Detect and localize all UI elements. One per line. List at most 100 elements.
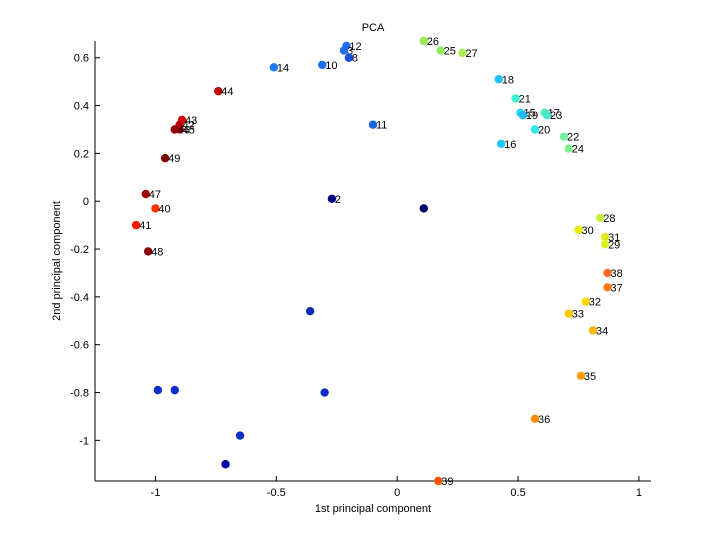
data-point (600, 232, 610, 242)
x-tick-label: -0.5 (267, 487, 286, 499)
data-point (141, 189, 150, 199)
data-point-label: 22 (567, 132, 579, 144)
data-point-label: 46 (178, 124, 190, 136)
data-point-label: 26 (427, 36, 439, 48)
data-point-label: 49 (168, 153, 180, 165)
data-point-label: 28 (603, 213, 615, 225)
data-point-label: 34 (596, 325, 608, 337)
x-tick-label: 0 (394, 487, 400, 499)
data-point-label: 11 (376, 120, 387, 132)
data-point (170, 125, 179, 134)
data-point (419, 204, 428, 213)
data-point-label: 30 (581, 225, 593, 237)
data-point-label: 45 (183, 124, 195, 136)
data-point (494, 75, 503, 84)
data-point-label: 14 (277, 62, 289, 74)
y-tick-label: 0 (83, 196, 89, 208)
data-point (419, 36, 428, 46)
data-point (564, 144, 574, 153)
data-point (214, 87, 223, 96)
data-point (574, 225, 583, 235)
data-point (511, 94, 520, 103)
data-point (603, 268, 612, 278)
data-point (368, 120, 378, 129)
data-point-label: 47 (149, 189, 161, 201)
data-point (518, 110, 528, 120)
axes: -1 -0.5 0 0.5 1 0.6 0.4 0.2 0 -0.2 -0.4 -0.6 -0.8 -1 (70, 41, 651, 499)
data-point-label: 37 (610, 282, 622, 294)
data-point-label: 20 (538, 124, 550, 136)
data-point (153, 385, 163, 395)
data-point-label: 41 (139, 220, 151, 232)
data-point-label: 18 (502, 74, 514, 86)
data-point-label: 44 (221, 86, 233, 98)
data-point (235, 431, 245, 440)
y-tick-label: -0.4 (70, 292, 89, 304)
y-tick-label: 0.4 (74, 101, 89, 113)
data-point (151, 204, 160, 213)
x-tick-label: 1 (636, 487, 642, 499)
data-point (496, 139, 506, 149)
data-point (436, 46, 445, 55)
y-tick-label: -0.6 (70, 340, 89, 352)
data-point (458, 48, 467, 58)
y-tick-label: -0.2 (70, 244, 89, 256)
data-point (434, 476, 443, 486)
data-point-label: 23 (550, 110, 562, 122)
data-point-label: 36 (538, 414, 550, 426)
data-point-label: 3 (347, 46, 353, 58)
data-point (530, 414, 540, 424)
data-point-label: 27 (465, 48, 477, 60)
data-point (603, 283, 612, 292)
data-point (327, 194, 337, 204)
y-tick-label: -1 (79, 435, 89, 447)
data-point-label: 38 (610, 268, 622, 280)
data-point-label: 40 (158, 203, 170, 215)
data-point-label: 31 (608, 232, 620, 244)
data-point-label: 48 (151, 246, 163, 258)
chart-title: PCA (362, 22, 385, 34)
data-point-label: 25 (444, 46, 456, 58)
x-axis-label: 1st principal component (315, 503, 431, 515)
data-point (143, 247, 153, 256)
data-point (305, 307, 315, 316)
data-point (269, 63, 279, 72)
data-point-label: 43 (185, 115, 197, 127)
data-point-label: 42 (183, 120, 195, 132)
data-point-label: 16 (504, 139, 516, 151)
data-point (339, 46, 349, 55)
y-tick-label: 0.2 (74, 148, 89, 160)
data-point (600, 240, 610, 249)
data-point (221, 460, 230, 469)
data-point (596, 213, 605, 223)
data-point (170, 385, 179, 395)
data-point-label: 10 (325, 60, 337, 72)
data-point (344, 53, 354, 62)
data-point (320, 388, 329, 397)
data-point-label: 8 (352, 53, 358, 65)
data-point (588, 326, 598, 335)
y-tick-label: -0.8 (70, 388, 89, 400)
data-point (581, 297, 590, 306)
data-point (318, 60, 327, 70)
data-point-label: 29 (608, 239, 620, 251)
data-point (576, 371, 586, 380)
data-point-label: 35 (584, 371, 596, 383)
y-tick-label: 0.6 (74, 53, 89, 65)
data-point-label: 39 (441, 476, 453, 488)
data-point (131, 220, 141, 230)
data-point-label: 2 (335, 194, 341, 206)
x-tick-label: -1 (151, 487, 161, 499)
data-point-label: 19 (526, 110, 538, 122)
data-point-label: 12 (349, 41, 361, 53)
x-tick-label: 0.5 (510, 487, 525, 499)
data-point-label: 32 (589, 297, 601, 309)
data-point (542, 110, 552, 120)
data-point (530, 125, 540, 134)
data-point-label: 24 (572, 144, 584, 156)
data-point (160, 153, 170, 163)
y-axis-label: 2nd principal component (51, 201, 63, 321)
data-point-label: 33 (572, 309, 584, 321)
